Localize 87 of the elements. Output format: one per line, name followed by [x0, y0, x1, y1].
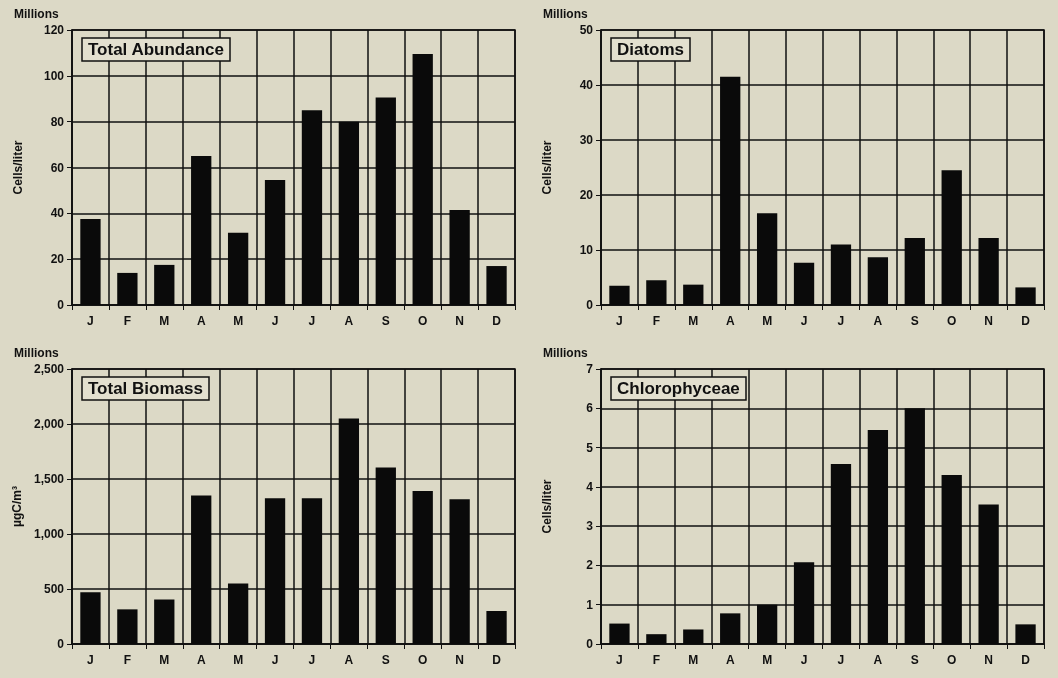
x-tick-label: J — [800, 314, 808, 328]
text: Millions — [543, 7, 588, 21]
x-tick-label: N — [984, 653, 993, 667]
x-tick-label: J — [837, 653, 845, 667]
x-tick-label: J — [271, 314, 279, 328]
x-tick-label: M — [159, 314, 170, 328]
y-tick-label: 60 — [50, 160, 65, 175]
x-tick-label: O — [947, 653, 957, 667]
y-axis-title: Cells/liter — [540, 140, 554, 195]
x-tick-label: M — [233, 314, 244, 328]
y-tick-label: 20 — [50, 252, 65, 267]
y-tick-label: 2,000 — [33, 417, 65, 431]
x-tick-label: S — [381, 314, 390, 328]
y-tick-label: 5 — [586, 440, 594, 455]
y-tick-label: 4 — [586, 479, 594, 494]
x-tick-label: S — [910, 653, 919, 667]
x-tick-label: M — [159, 653, 170, 667]
text: Total Abundance — [88, 40, 224, 59]
x-tick-label: A — [725, 653, 735, 667]
x-tick-label: J — [87, 314, 94, 328]
x-tick-label: J — [800, 653, 808, 667]
text: Diatoms — [617, 40, 685, 59]
y-tick-label: 80 — [50, 114, 65, 129]
y-tick-label: 120 — [43, 23, 65, 37]
x-tick-label: A — [873, 314, 883, 328]
y-tick-label: 2 — [586, 558, 594, 573]
x-tick-label: S — [381, 653, 390, 667]
y-tick-label: 1 — [586, 597, 594, 612]
y-tick-label: 0 — [57, 637, 65, 651]
y-tick-label: 0 — [586, 637, 594, 651]
x-tick-label: N — [984, 314, 993, 328]
x-tick-label: J — [308, 314, 316, 328]
x-tick-label: N — [455, 314, 464, 328]
x-tick-label: J — [616, 314, 623, 328]
x-tick-label: M — [762, 314, 773, 328]
x-tick-label: O — [418, 653, 428, 667]
x-tick-label: A — [725, 314, 735, 328]
y-tick-label: 1,500 — [33, 472, 65, 486]
y-tick-label: 1,000 — [33, 527, 65, 541]
y-tick-label: 10 — [579, 243, 594, 257]
x-tick-label: D — [492, 653, 502, 667]
y-axis-title: Cells/liter — [540, 479, 554, 534]
x-tick-label: A — [196, 314, 206, 328]
x-tick-label: J — [271, 653, 279, 667]
y-tick-label: 20 — [579, 188, 594, 202]
y-axis-title: Cells/liter — [11, 140, 25, 195]
x-tick-label: A — [196, 653, 206, 667]
x-tick-label: M — [688, 653, 699, 667]
x-tick-label: S — [910, 314, 919, 328]
x-tick-label: O — [418, 314, 428, 328]
x-tick-label: D — [1021, 314, 1031, 328]
y-tick-label: 2,500 — [33, 362, 65, 376]
text: Millions — [543, 346, 588, 360]
x-tick-label: N — [455, 653, 464, 667]
text: Chlorophyceae — [617, 379, 740, 398]
y-tick-label: 0 — [57, 298, 65, 312]
text: Total Biomass — [88, 379, 203, 398]
y-tick-label: 40 — [579, 78, 594, 92]
x-tick-label: A — [344, 314, 354, 328]
x-tick-label: M — [762, 653, 773, 667]
y-axis-title: µgC/m³ — [10, 486, 25, 527]
x-tick-label: A — [344, 653, 354, 667]
y-tick-label: 3 — [586, 519, 594, 534]
x-tick-label: F — [652, 653, 661, 667]
x-tick-label: J — [616, 653, 623, 667]
x-tick-label: D — [1021, 653, 1031, 667]
x-tick-label: J — [837, 314, 845, 328]
text: Millions — [14, 346, 59, 360]
x-tick-label: F — [652, 314, 661, 328]
y-tick-label: 6 — [586, 401, 594, 416]
x-tick-label: M — [233, 653, 244, 667]
y-tick-label: 50 — [579, 23, 594, 37]
y-tick-label: 7 — [586, 362, 594, 376]
text: Millions — [14, 7, 59, 21]
x-tick-label: F — [123, 314, 132, 328]
y-tick-label: 40 — [50, 206, 65, 221]
y-tick-label: 30 — [579, 133, 594, 147]
x-tick-label: O — [947, 314, 957, 328]
y-tick-label: 100 — [43, 68, 65, 83]
x-tick-label: A — [873, 653, 883, 667]
x-tick-label: J — [308, 653, 316, 667]
y-tick-label: 500 — [43, 582, 65, 596]
x-tick-label: F — [123, 653, 132, 667]
y-tick-label: 0 — [586, 298, 594, 312]
x-tick-label: M — [688, 314, 699, 328]
x-tick-label: D — [492, 314, 502, 328]
x-tick-label: J — [87, 653, 94, 667]
